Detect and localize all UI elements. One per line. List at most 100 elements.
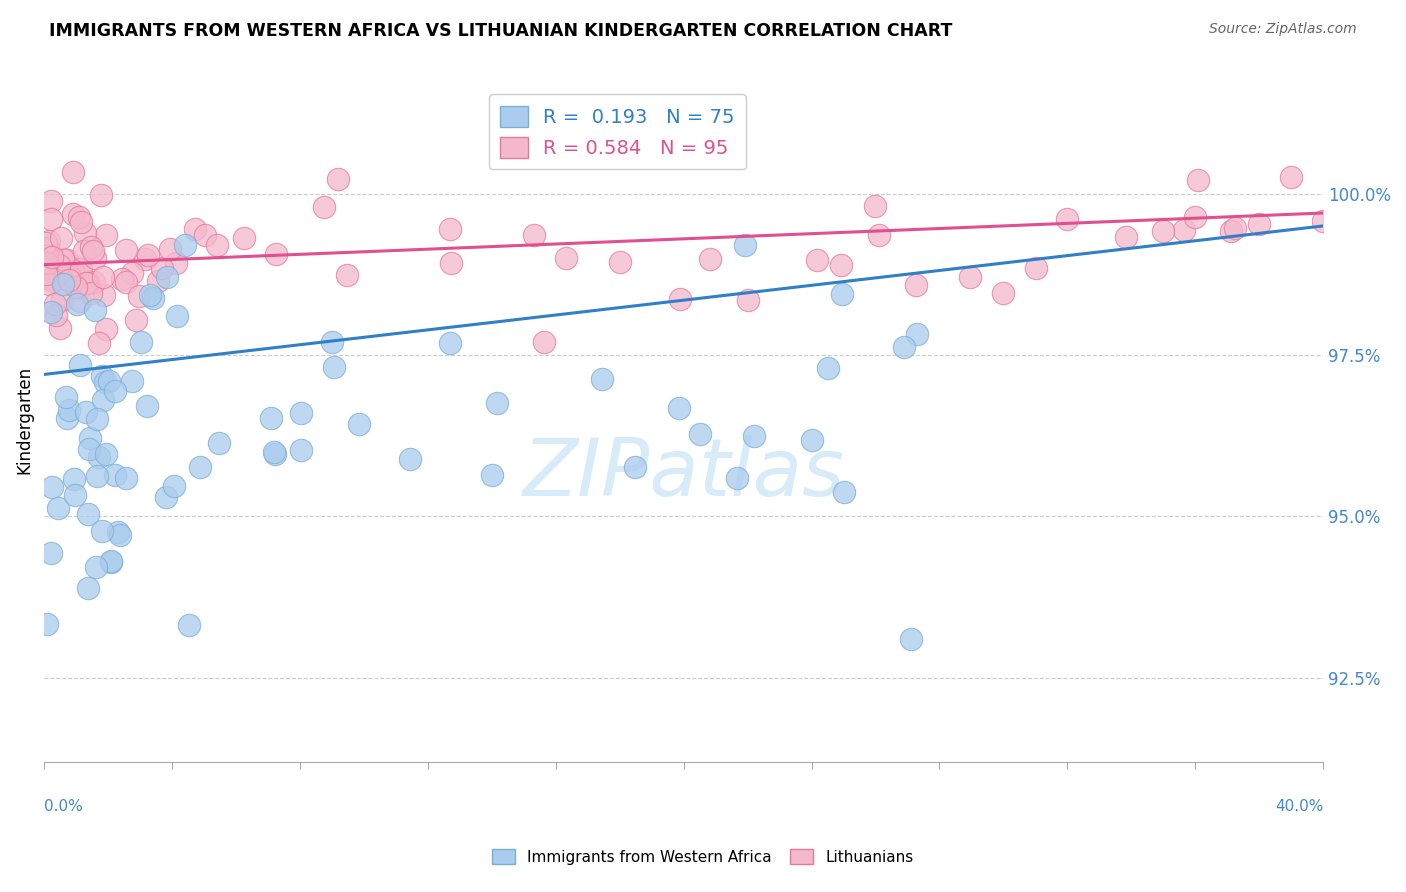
Point [959, 270, 981, 285]
Point [440, 256, 463, 270]
Point [38, 235, 60, 249]
Point [523, 228, 546, 243]
Point [90, 187, 112, 202]
Point [1220, 224, 1243, 238]
Text: IMMIGRANTS FROM WESTERN AFRICA VS LITHUANIAN KINDERGARTEN CORRELATION CHART: IMMIGRANTS FROM WESTERN AFRICA VS LITHUA… [49, 22, 953, 40]
Point [86, 411, 108, 425]
Point [232, 231, 254, 245]
Point [668, 401, 690, 415]
Point [56, 410, 79, 425]
Point [84, 302, 107, 317]
Point [42, 274, 65, 288]
Point [1223, 221, 1246, 235]
Point [832, 484, 855, 499]
Point [41, 250, 63, 264]
Point [1152, 224, 1174, 238]
Point [115, 276, 138, 290]
Point [326, 172, 349, 186]
Point [83, 275, 105, 289]
Point [139, 288, 162, 302]
Point [100, 554, 122, 568]
Point [1249, 217, 1271, 231]
Point [865, 199, 887, 213]
Point [155, 490, 177, 504]
Point [110, 528, 132, 542]
Point [62, 207, 84, 221]
Point [322, 359, 344, 374]
Point [312, 200, 335, 214]
Point [38, 277, 60, 292]
Point [148, 274, 170, 288]
Point [100, 555, 122, 569]
Point [156, 270, 179, 285]
Point [1173, 223, 1195, 237]
Point [80, 240, 103, 254]
Point [439, 336, 461, 351]
Point [70, 215, 93, 229]
Point [150, 260, 173, 275]
Point [1312, 213, 1334, 227]
Point [114, 244, 136, 258]
Point [135, 399, 157, 413]
Point [173, 238, 195, 252]
Point [669, 292, 692, 306]
Point [56, 253, 79, 268]
Point [1025, 261, 1047, 276]
Point [1056, 212, 1078, 227]
Point [533, 335, 555, 350]
Point [39, 194, 62, 208]
Point [264, 247, 287, 261]
Point [347, 417, 370, 432]
Point [481, 468, 503, 483]
Point [290, 442, 312, 457]
Point [63, 471, 86, 485]
Text: 0.0%: 0.0% [44, 799, 83, 814]
Point [69, 293, 91, 308]
Point [609, 255, 631, 269]
Text: Source: ZipAtlas.com: Source: ZipAtlas.com [1209, 22, 1357, 37]
Point [260, 411, 283, 425]
Point [42, 271, 65, 285]
Legend: R =  0.193   N = 75, R = 0.584   N = 95: R = 0.193 N = 75, R = 0.584 N = 95 [489, 94, 747, 169]
Point [591, 372, 613, 386]
Point [194, 228, 217, 243]
Point [37, 241, 59, 255]
Point [41, 480, 63, 494]
Point [129, 334, 152, 349]
Point [86, 468, 108, 483]
Point [900, 632, 922, 647]
Point [39, 212, 62, 227]
Point [39, 305, 62, 319]
Point [725, 471, 748, 485]
Point [624, 459, 647, 474]
Point [136, 248, 159, 262]
Point [91, 392, 114, 407]
Point [58, 273, 80, 287]
Point [263, 447, 285, 461]
Point [734, 238, 756, 252]
Point [91, 524, 114, 538]
Point [73, 244, 96, 259]
Point [77, 581, 100, 595]
Point [806, 253, 828, 268]
Point [90, 369, 112, 384]
Point [893, 340, 915, 354]
Point [207, 237, 229, 252]
Point [96, 447, 118, 461]
Point [159, 242, 181, 256]
Point [69, 261, 91, 276]
Point [737, 293, 759, 307]
Point [45, 308, 67, 322]
Point [51, 293, 73, 307]
Point [84, 252, 107, 266]
Y-axis label: Kindergarten: Kindergarten [15, 366, 32, 474]
Point [35, 256, 58, 270]
Point [830, 258, 852, 272]
Legend: Immigrants from Western Africa, Lithuanians: Immigrants from Western Africa, Lithuani… [486, 843, 920, 871]
Point [486, 395, 509, 409]
Point [188, 459, 211, 474]
Point [76, 507, 98, 521]
Point [439, 221, 461, 235]
Point [94, 321, 117, 335]
Point [800, 434, 823, 448]
